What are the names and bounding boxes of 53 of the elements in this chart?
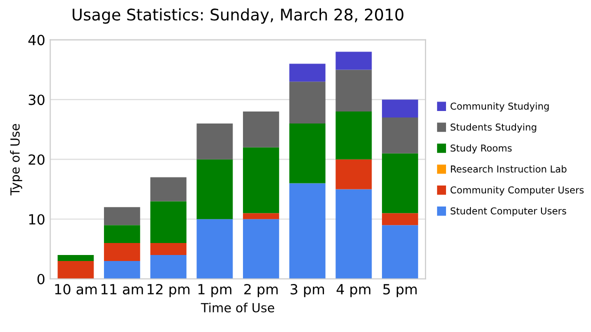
x-tick-label: 2 pm (244, 284, 278, 298)
bar (382, 225, 418, 279)
x-tick-label: 1 pm (198, 284, 232, 298)
bar (196, 219, 233, 279)
bar (58, 260, 94, 279)
bar (150, 254, 186, 279)
y-tick-label: 20 (28, 154, 44, 165)
y-tick-label: 30 (28, 94, 44, 106)
bar (150, 243, 186, 255)
x-tick-label: 11 am (102, 284, 143, 294)
x-tick-label: 12 pm (148, 284, 190, 298)
chart-title: Usage Statistics: Sunday, March 28, 2010 (72, 8, 404, 24)
bar (58, 254, 94, 261)
y-tick-label: 40 (28, 34, 44, 46)
bar (382, 153, 418, 214)
bar (242, 213, 280, 220)
x-tick-label: 3 pm (290, 284, 324, 298)
x-tick-label: 4 pm (336, 284, 370, 298)
bar (382, 118, 418, 154)
bar (289, 124, 326, 184)
legend-label: Community Studying (450, 102, 549, 112)
x-axis-title: Time of Use (200, 302, 274, 312)
bar (289, 183, 326, 279)
bar (150, 177, 186, 202)
bar (289, 64, 326, 82)
bar (196, 159, 233, 220)
legend-label: Students Studying (450, 123, 536, 133)
bar (104, 225, 140, 244)
bar (104, 260, 140, 279)
legend-label: Student Computer Users (450, 207, 566, 216)
x-tick-label: 5 pm (383, 284, 417, 298)
bar (336, 70, 372, 112)
bar (336, 159, 372, 190)
legend-label: Community Computer Users (450, 186, 584, 196)
legend-label: Research Instruction Lab (450, 165, 566, 173)
legend-label: Study Rooms (450, 144, 512, 154)
bar (150, 201, 186, 244)
bar (289, 82, 326, 124)
bar (196, 124, 233, 160)
bar (382, 100, 418, 118)
bar (242, 112, 280, 148)
bar (242, 147, 280, 214)
bar (382, 213, 418, 226)
bar (336, 52, 372, 70)
y-tick-label: 0 (37, 274, 44, 284)
bar (336, 189, 372, 279)
y-tick-label: 10 (29, 214, 44, 225)
x-tick-label: 10 am (55, 284, 97, 294)
y-axis-title: Type of Use (10, 124, 22, 196)
bar (336, 112, 372, 160)
bar (104, 207, 140, 226)
bar (242, 219, 280, 279)
bar (104, 243, 140, 261)
